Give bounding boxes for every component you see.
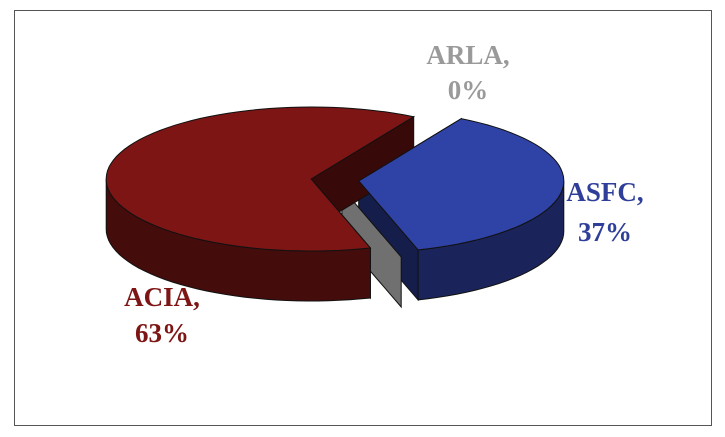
pie <box>105 106 565 309</box>
labels: ASFC, 37% ARLA, 0% ACIA, 63% <box>124 40 644 348</box>
slice-label: ASFC, <box>566 177 643 207</box>
slice-value-label: 0% <box>448 75 489 105</box>
slice <box>105 106 416 252</box>
slice-value-label: 37% <box>578 217 632 247</box>
slice <box>358 118 565 251</box>
slice-label: ARLA, <box>426 40 509 70</box>
slice-label: ACIA, <box>124 282 200 312</box>
slice-value-label: 63% <box>135 318 189 348</box>
